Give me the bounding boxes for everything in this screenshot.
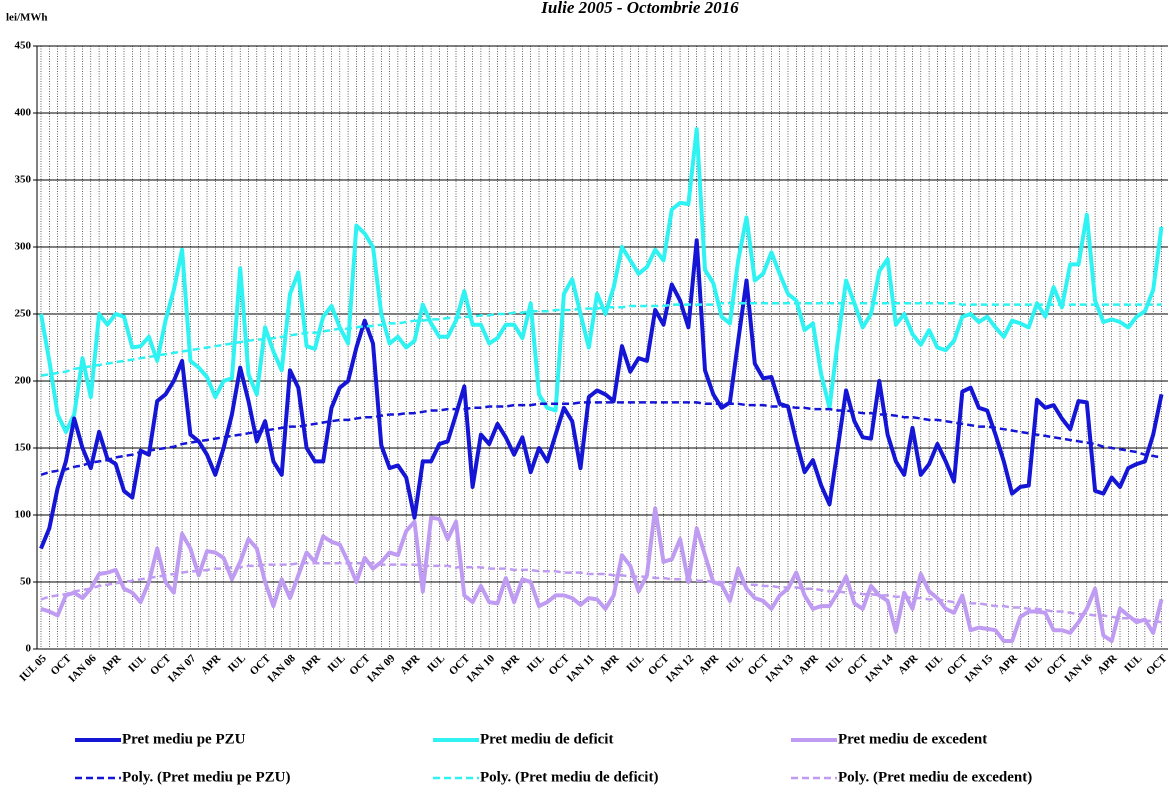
x-tick-label: APR	[796, 652, 821, 677]
x-tick-label: IUL	[226, 652, 248, 674]
x-tick-label: IUL	[325, 652, 347, 674]
x-tick-label: IAN 11	[565, 652, 597, 684]
x-tick-label: APR	[498, 652, 523, 677]
x-tick-label: IAN 13	[763, 652, 796, 685]
y-tick-label: 300	[15, 241, 32, 253]
x-tick-label: IUL	[923, 652, 945, 674]
x-tick-label: IUL	[525, 652, 547, 674]
trend-line	[40, 561, 1162, 624]
x-tick-label: IUL	[425, 652, 447, 674]
y-tick-label: 450	[15, 40, 32, 52]
x-tick-label: APR	[398, 652, 423, 677]
y-tick-label: 400	[15, 107, 32, 119]
x-tick-label: IAN 08	[265, 652, 298, 685]
x-tick-label: IUL	[724, 652, 746, 674]
x-tick-label: APR	[1095, 652, 1120, 677]
x-tick-label: APR	[996, 652, 1021, 677]
x-tick-label: OCT	[1144, 652, 1170, 678]
x-tick-label: APR	[697, 652, 722, 677]
y-tick-label: 200	[15, 375, 32, 387]
series-line	[39, 127, 1164, 434]
x-tick-label: IAN 10	[465, 652, 498, 685]
x-tick-label: IUL	[624, 652, 646, 674]
series-line	[39, 238, 1164, 550]
y-tick-label: 0	[26, 643, 32, 655]
y-axis-label: lei/MWh	[6, 12, 48, 24]
x-tick-label: IUL 05	[17, 652, 49, 684]
x-tick-label: APR	[298, 652, 323, 677]
x-tick-label: IAN 14	[863, 652, 896, 685]
x-tick-label: IAN 15	[963, 652, 996, 685]
x-tick-label: IUL	[823, 652, 845, 674]
x-tick-label: IAN 06	[66, 652, 99, 685]
y-tick-label: 150	[15, 442, 32, 454]
chart-title: Iulie 2005 - Octombrie 2016	[540, 0, 739, 17]
legend-label: Poly. (Pret mediu de excedent)	[838, 769, 1032, 785]
x-tick-label: APR	[896, 652, 921, 677]
legend-label: Pret mediu de excedent	[838, 731, 987, 747]
y-tick-label: 250	[15, 308, 32, 320]
y-tick-label: 100	[15, 509, 32, 521]
legend-label: Poly. (Pret mediu pe PZU)	[122, 769, 290, 785]
x-tick-label: IUL	[1023, 652, 1045, 674]
x-tick-label: IAN 07	[166, 652, 199, 685]
x-tick-label: IUL	[1122, 652, 1144, 674]
x-tick-label: APR	[199, 652, 224, 677]
legend-label: Pret mediu pe PZU	[122, 731, 246, 747]
y-tick-label: 50	[20, 576, 32, 588]
y-tick-label: 350	[15, 174, 32, 186]
x-tick-label: APR	[597, 652, 622, 677]
x-tick-label: IAN 12	[664, 652, 697, 685]
x-tick-label: IAN 16	[1062, 652, 1095, 685]
x-tick-label: APR	[99, 652, 124, 677]
legend-label: Pret mediu de deficit	[480, 731, 613, 747]
x-tick-label: IAN 09	[365, 652, 398, 685]
trend-line	[40, 302, 1162, 377]
x-tick-label: IUL	[126, 652, 148, 674]
trend-line	[40, 401, 1162, 476]
legend-label: Poly. (Pret mediu de deficit)	[480, 769, 658, 785]
